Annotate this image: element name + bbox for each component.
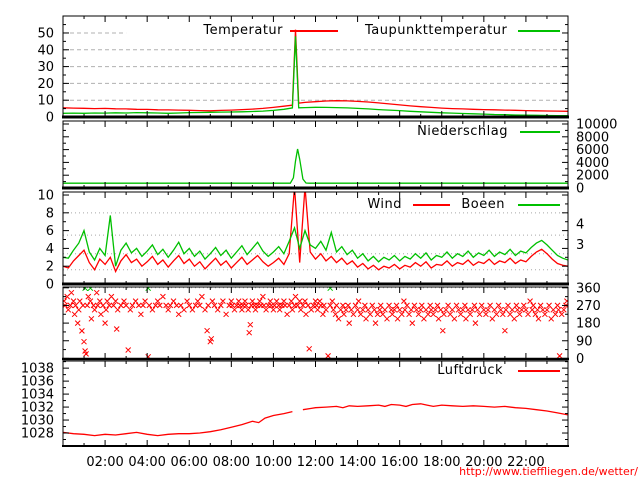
y-tick-label: 30 <box>37 60 54 75</box>
x-tick-label: 06:00 <box>171 455 208 470</box>
legend-label-taupunkttemperatur: Taupunkttemperatur <box>365 23 508 38</box>
x-tick-label: 14:00 <box>339 455 376 470</box>
y-tick-label: 40 <box>37 43 54 58</box>
y-tick-label: 1034 <box>21 388 54 403</box>
y-tick-label: 1028 <box>21 427 54 442</box>
series-niederschlag <box>63 148 568 184</box>
beaufort-band-label: 4 <box>576 217 584 232</box>
legend-sample-niederschlag <box>520 131 560 133</box>
x-tick-label: 16:00 <box>381 455 418 470</box>
legend-sample-taupunkttemperatur <box>518 30 560 32</box>
panel-border <box>62 286 569 360</box>
scatter-windrichtung-nord <box>82 287 334 292</box>
y-tick-label: 10000 <box>576 118 617 133</box>
y-tick-label: 90 <box>576 334 593 349</box>
series-taupunkttemperatur <box>63 36 568 117</box>
x-tick-label: 18:00 <box>423 455 460 470</box>
series-temperatur <box>63 29 568 112</box>
y-tick-label: 6000 <box>576 143 609 158</box>
beaufort-band-label: 3 <box>576 238 584 253</box>
y-tick-label: 1038 <box>21 362 54 377</box>
website-url[interactable]: http://www.tieffliegen.de/wetter/ <box>459 465 638 478</box>
legend-label-luftdruck: Luftdruck <box>437 363 503 378</box>
series-luftdruck <box>63 403 568 437</box>
y-tick-label: 8000 <box>576 130 609 145</box>
y-tick-label: 0 <box>46 111 54 126</box>
y-tick-label: 270 <box>576 299 601 314</box>
x-tick-label: 10:00 <box>255 455 292 470</box>
y-tick-label: 4 <box>46 242 54 257</box>
x-tick-label: 08:00 <box>213 455 250 470</box>
y-tick-label: 0 <box>576 182 584 197</box>
legend-sample-boeen <box>518 204 560 206</box>
series-boeen <box>63 215 568 267</box>
y-tick-label: 20 <box>37 77 54 92</box>
legend-label-temperatur: Temperatur <box>203 23 283 38</box>
y-tick-label: 10 <box>37 189 54 204</box>
y-tick-label: 2 <box>46 260 54 275</box>
legend-label-wind: Wind <box>367 197 402 212</box>
legend-label-niederschlag: Niederschlag <box>417 124 508 139</box>
y-tick-label: 50 <box>37 26 54 41</box>
scatter-windrichtung <box>63 289 568 359</box>
y-tick-label: 6 <box>46 224 54 239</box>
legend-label-boeen: Boeen <box>461 197 505 212</box>
legend-sample-wind <box>413 204 450 206</box>
y-tick-label: 2000 <box>576 169 609 184</box>
y-tick-label: 1032 <box>21 401 54 416</box>
legend-sample-temperatur <box>290 30 338 32</box>
legend-sample-luftdruck <box>518 370 560 372</box>
series-wind <box>63 192 568 274</box>
y-tick-label: 8 <box>46 206 54 221</box>
y-tick-label: 1036 <box>21 375 54 390</box>
x-tick-label: 02:00 <box>86 455 123 470</box>
y-tick-label: 0 <box>576 352 584 367</box>
x-tick-label: 20:00 <box>465 455 502 470</box>
x-tick-label: 12:00 <box>297 455 334 470</box>
y-tick-label: 4000 <box>576 156 609 171</box>
x-tick-label: 04:00 <box>128 455 165 470</box>
y-tick-label: 0 <box>46 278 54 293</box>
y-tick-label: 180 <box>576 317 601 332</box>
y-tick-label: 10 <box>37 94 54 109</box>
y-tick-label: 1030 <box>21 414 54 429</box>
x-tick-label: 22:00 <box>507 455 544 470</box>
y-tick-label: 360 <box>576 281 601 296</box>
